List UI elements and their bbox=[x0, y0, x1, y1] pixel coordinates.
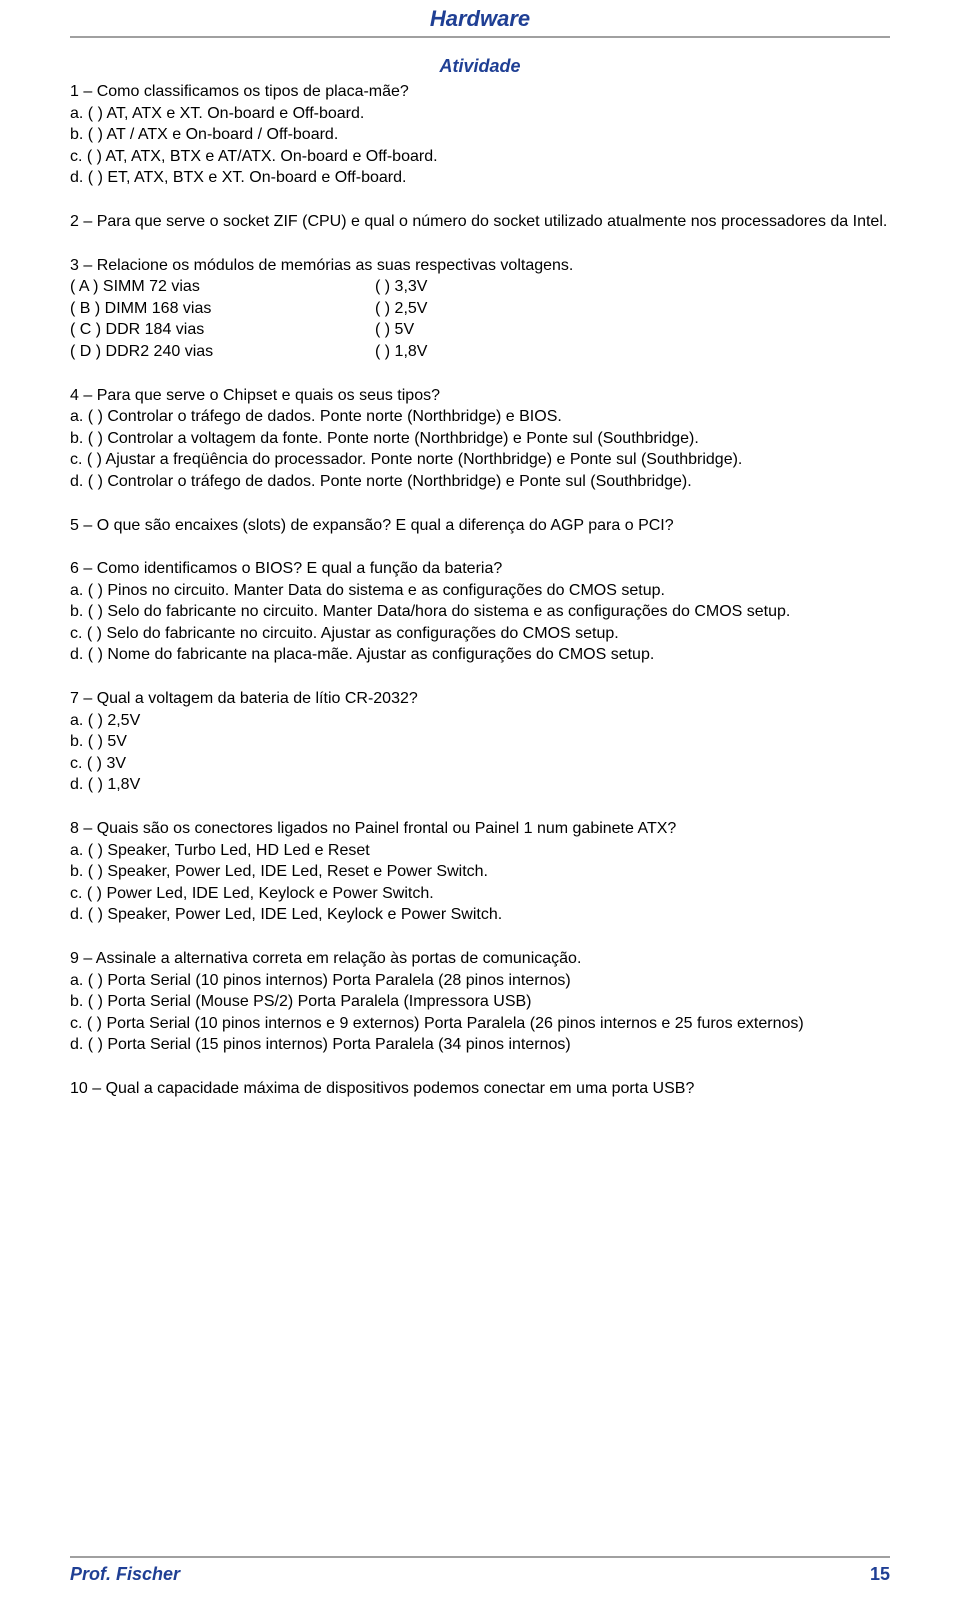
q1-prompt: 1 – Como classificamos os tipos de placa… bbox=[70, 81, 890, 103]
q3-left-a: ( A ) SIMM 72 vias bbox=[70, 276, 375, 298]
q3-left-c: ( C ) DDR 184 vias bbox=[70, 319, 375, 341]
q8-option-c: c. ( ) Power Led, IDE Led, Keylock e Pow… bbox=[70, 883, 890, 905]
q1-option-a: a. ( ) AT, ATX e XT. On-board e Off-boar… bbox=[70, 103, 890, 125]
q4-option-b: b. ( ) Controlar a voltagem da fonte. Po… bbox=[70, 428, 890, 450]
q8-option-a: a. ( ) Speaker, Turbo Led, HD Led e Rese… bbox=[70, 840, 890, 862]
q8-option-d: d. ( ) Speaker, Power Led, IDE Led, Keyl… bbox=[70, 904, 890, 926]
q4-option-a: a. ( ) Controlar o tráfego de dados. Pon… bbox=[70, 406, 890, 428]
question-7: 7 – Qual a voltagem da bateria de lítio … bbox=[70, 688, 890, 796]
q3-prompt: 3 – Relacione os módulos de memórias as … bbox=[70, 255, 890, 277]
page-subtitle: Atividade bbox=[70, 56, 890, 77]
content-body: 1 – Como classificamos os tipos de placa… bbox=[70, 81, 890, 1100]
question-2: 2 – Para que serve o socket ZIF (CPU) e … bbox=[70, 211, 890, 233]
question-5: 5 – O que são encaixes (slots) de expans… bbox=[70, 515, 890, 537]
q3-right-d: ( ) 1,8V bbox=[375, 341, 427, 363]
q9-option-d: d. ( ) Porta Serial (15 pinos internos) … bbox=[70, 1034, 890, 1056]
question-3: 3 – Relacione os módulos de memórias as … bbox=[70, 255, 890, 363]
q8-option-b: b. ( ) Speaker, Power Led, IDE Led, Rese… bbox=[70, 861, 890, 883]
footer-author: Prof. Fischer bbox=[70, 1564, 180, 1585]
q3-left-d: ( D ) DDR2 240 vias bbox=[70, 341, 375, 363]
page-header-title: Hardware bbox=[70, 0, 890, 36]
q6-option-b: b. ( ) Selo do fabricante no circuito. M… bbox=[70, 601, 890, 623]
q4-option-c: c. ( ) Ajustar a freqüência do processad… bbox=[70, 449, 890, 471]
q9-option-a: a. ( ) Porta Serial (10 pinos internos) … bbox=[70, 970, 890, 992]
q6-option-d: d. ( ) Nome do fabricante na placa-mãe. … bbox=[70, 644, 890, 666]
q10-text: 10 – Qual a capacidade máxima de disposi… bbox=[70, 1078, 890, 1100]
q9-option-b: b. ( ) Porta Serial (Mouse PS/2) Porta P… bbox=[70, 991, 890, 1013]
question-10: 10 – Qual a capacidade máxima de disposi… bbox=[70, 1078, 890, 1100]
q8-prompt: 8 – Quais são os conectores ligados no P… bbox=[70, 818, 890, 840]
q7-option-a: a. ( ) 2,5V bbox=[70, 710, 890, 732]
q3-right-b: ( ) 2,5V bbox=[375, 298, 427, 320]
q3-right-a: ( ) 3,3V bbox=[375, 276, 427, 298]
q5-text: 5 – O que são encaixes (slots) de expans… bbox=[70, 515, 890, 537]
page-footer: Prof. Fischer 15 bbox=[70, 1556, 890, 1585]
q3-right-c: ( ) 5V bbox=[375, 319, 427, 341]
question-4: 4 – Para que serve o Chipset e quais os … bbox=[70, 385, 890, 493]
q6-prompt: 6 – Como identificamos o BIOS? E qual a … bbox=[70, 558, 890, 580]
question-1: 1 – Como classificamos os tipos de placa… bbox=[70, 81, 890, 189]
q1-option-b: b. ( ) AT / ATX e On-board / Off-board. bbox=[70, 124, 890, 146]
q3-left-b: ( B ) DIMM 168 vias bbox=[70, 298, 375, 320]
question-8: 8 – Quais são os conectores ligados no P… bbox=[70, 818, 890, 926]
q9-option-c: c. ( ) Porta Serial (10 pinos internos e… bbox=[70, 1013, 890, 1035]
footer-divider bbox=[70, 1556, 890, 1558]
q7-option-d: d. ( ) 1,8V bbox=[70, 774, 890, 796]
q1-option-d: d. ( ) ET, ATX, BTX e XT. On-board e Off… bbox=[70, 167, 890, 189]
q7-option-b: b. ( ) 5V bbox=[70, 731, 890, 753]
q3-left-column: ( A ) SIMM 72 vias ( B ) DIMM 168 vias (… bbox=[70, 276, 375, 362]
q6-option-a: a. ( ) Pinos no circuito. Manter Data do… bbox=[70, 580, 890, 602]
q9-prompt: 9 – Assinale a alternativa correta em re… bbox=[70, 948, 890, 970]
q1-option-c: c. ( ) AT, ATX, BTX e AT/ATX. On-board e… bbox=[70, 146, 890, 168]
header-divider bbox=[70, 36, 890, 38]
q4-prompt: 4 – Para que serve o Chipset e quais os … bbox=[70, 385, 890, 407]
q7-prompt: 7 – Qual a voltagem da bateria de lítio … bbox=[70, 688, 890, 710]
q3-match-table: ( A ) SIMM 72 vias ( B ) DIMM 168 vias (… bbox=[70, 276, 890, 362]
footer-page-number: 15 bbox=[870, 1564, 890, 1585]
question-6: 6 – Como identificamos o BIOS? E qual a … bbox=[70, 558, 890, 666]
question-9: 9 – Assinale a alternativa correta em re… bbox=[70, 948, 890, 1056]
q6-option-c: c. ( ) Selo do fabricante no circuito. A… bbox=[70, 623, 890, 645]
q3-right-column: ( ) 3,3V ( ) 2,5V ( ) 5V ( ) 1,8V bbox=[375, 276, 427, 362]
q7-option-c: c. ( ) 3V bbox=[70, 753, 890, 775]
q4-option-d: d. ( ) Controlar o tráfego de dados. Pon… bbox=[70, 471, 890, 493]
q2-text: 2 – Para que serve o socket ZIF (CPU) e … bbox=[70, 211, 890, 233]
